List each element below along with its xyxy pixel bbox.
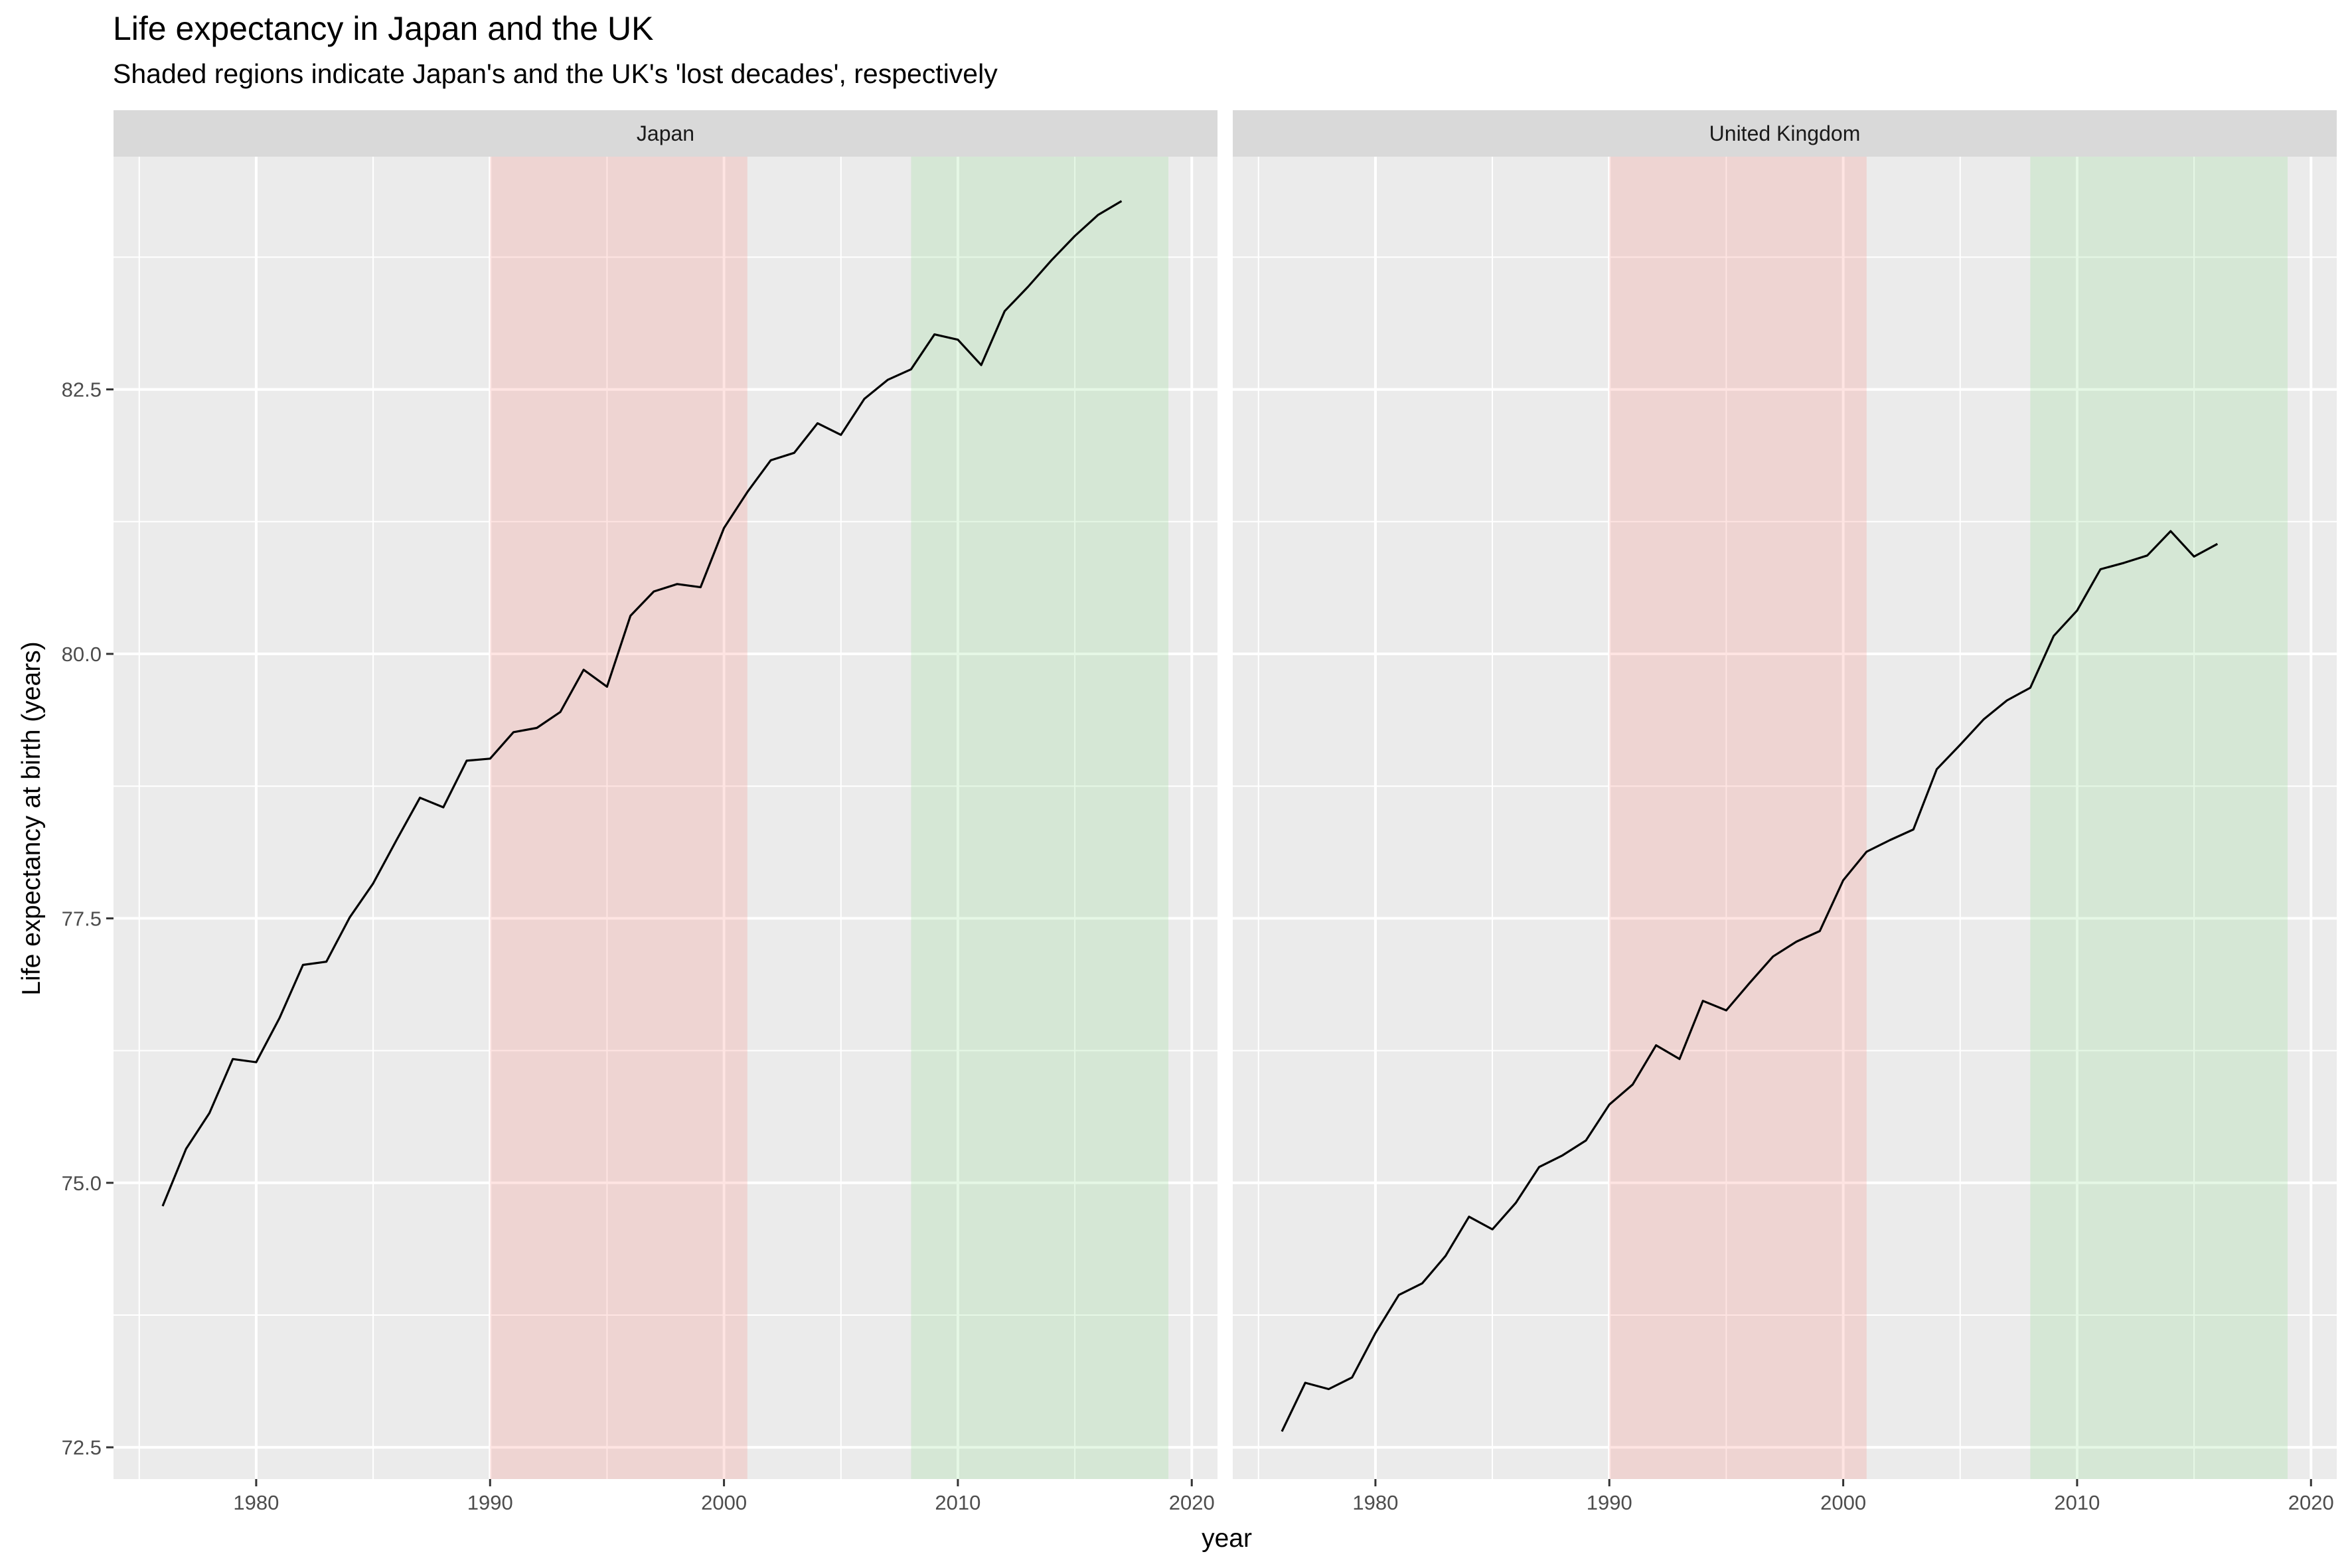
panel-background: [114, 157, 1217, 1479]
facet-strip-label: United Kingdom: [1709, 121, 1861, 145]
y-axis-label: Life expectancy at birth (years): [17, 641, 46, 995]
x-tick-label: 1990: [467, 1491, 513, 1514]
x-tick-label: 2000: [701, 1491, 747, 1514]
x-tick-label: 1990: [1587, 1491, 1632, 1514]
facet-panel: United Kingdom 1980 1990 2000 2010 2020: [1233, 110, 2337, 1514]
panel-background: [1233, 157, 2337, 1479]
y-tick-label: 77.5: [62, 907, 102, 930]
x-tick-label: 2020: [1169, 1491, 1215, 1514]
y-tick-label: 75.0: [62, 1172, 102, 1195]
x-tick-label: 2010: [2054, 1491, 2100, 1514]
x-tick-label: 2010: [935, 1491, 980, 1514]
facet-panel: Japan 1980 1990 2000 2010 2020 72.5 75.0 77.5 80.…: [62, 110, 1217, 1514]
x-tick-label: 2000: [1820, 1491, 1866, 1514]
facet-strip: [1233, 110, 2337, 157]
series-line-japan: [161, 200, 1123, 1207]
x-tick-label: 1980: [1352, 1491, 1398, 1514]
facet-strip: [114, 110, 1217, 157]
shaded-region-green: [2030, 157, 2288, 1479]
chart-subtitle: Shaded regions indicate Japan's and the …: [113, 58, 998, 89]
y-tick-label: 82.5: [62, 378, 102, 402]
facet-strip-label: Japan: [637, 121, 694, 145]
shaded-region-red: [490, 157, 747, 1479]
chart-title: Life expectancy in Japan and the UK: [113, 10, 654, 47]
series-line-united-kingdom: [1281, 530, 2219, 1432]
x-tick-label: 2020: [2288, 1491, 2334, 1514]
x-tick-label: 1980: [233, 1491, 279, 1514]
x-axis-label: year: [1202, 1524, 1252, 1553]
shaded-region-green: [911, 157, 1169, 1479]
shaded-region-red: [1609, 157, 1867, 1479]
y-tick-label: 80.0: [62, 643, 102, 666]
y-tick-label: 72.5: [62, 1436, 102, 1459]
